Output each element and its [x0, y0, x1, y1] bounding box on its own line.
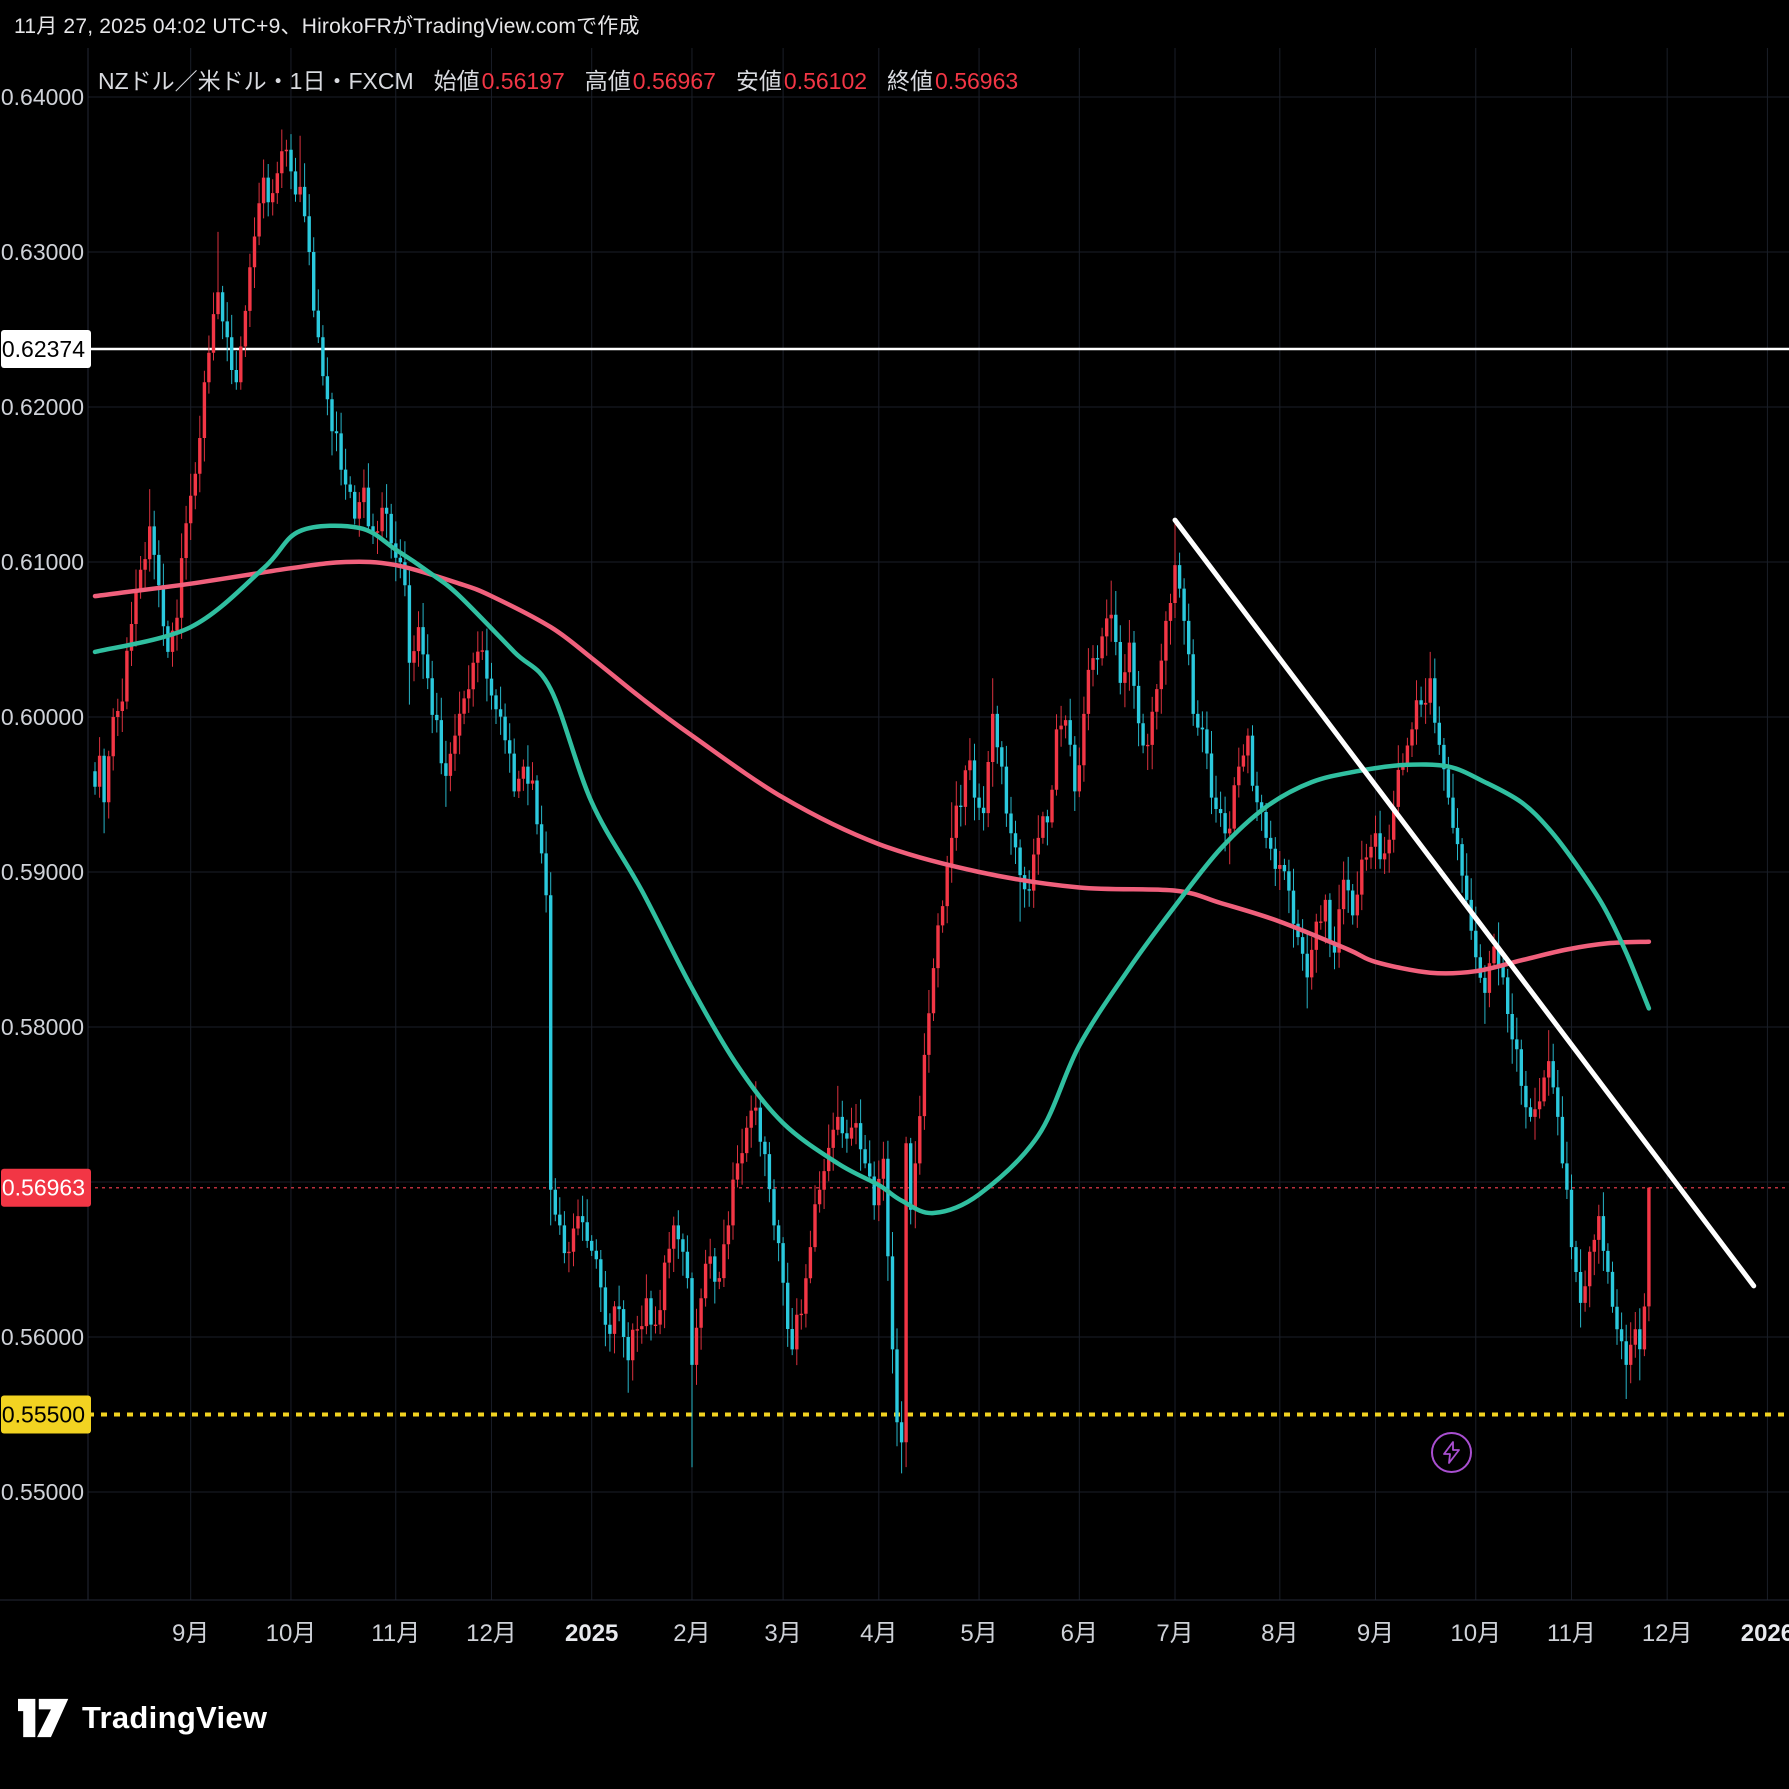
- legend-high: 高値 0.56967: [584, 68, 716, 94]
- x-axis-label: 3月: [764, 1620, 801, 1647]
- y-axis: 0.64000 0.63000 0.62000 0.61000 0.60000 0.590…: [1, 84, 91, 1505]
- up-wicks: [99, 129, 1650, 1468]
- legend-open: 始値 0.56197: [433, 68, 565, 94]
- down-bodies: [93, 149, 1642, 1443]
- descending-trendline[interactable]: [1172, 517, 1757, 1289]
- price-badge-label: 0.55500: [2, 1402, 85, 1428]
- y-axis-label: 0.62000: [1, 394, 84, 420]
- x-axis-label: 6月: [1061, 1620, 1098, 1647]
- x-axis-label: 12月: [466, 1620, 517, 1647]
- moving-averages: [92, 523, 1652, 1216]
- tradingview-logo-text: TradingView: [82, 1700, 268, 1735]
- price-badge: [1, 330, 91, 369]
- x-axis-label: 5月: [960, 1620, 997, 1647]
- y-axis-label: 0.64000: [1, 84, 84, 110]
- y-axis-label: 0.59000: [1, 859, 84, 885]
- legend-close: 終値 0.56963: [887, 68, 1019, 94]
- price-badge-label: 0.62374: [2, 336, 85, 362]
- price-badge-label: 0.56963: [2, 1175, 85, 1201]
- y-axis-label: 0.61000: [1, 549, 84, 575]
- x-axis-label: 4月: [860, 1620, 897, 1647]
- x-axis-label: 2月: [673, 1620, 710, 1647]
- x-axis-label: 10月: [1450, 1620, 1501, 1647]
- ma-slow-line: [92, 559, 1652, 976]
- flash-icon[interactable]: [1431, 1432, 1472, 1473]
- x-axis-label: 7月: [1156, 1620, 1193, 1647]
- y-axis-label: 0.60000: [1, 704, 84, 730]
- x-axis-label: 10月: [266, 1620, 317, 1647]
- grid-lines: [0, 48, 1789, 1601]
- tradingview-logo-icon: [18, 1698, 69, 1738]
- lightning-bolt: [1443, 1441, 1460, 1464]
- tradingview-logo[interactable]: TradingView: [18, 1698, 267, 1738]
- price-badge: [1, 1168, 91, 1207]
- y-axis-label: 0.63000: [1, 239, 84, 265]
- price-levels: [88, 347, 1789, 1417]
- up-bodies: [97, 149, 1651, 1443]
- y-axis-label: 0.55000: [1, 1479, 84, 1505]
- symbol-title: NZドル／米ドル・1日・FXCM: [98, 68, 414, 94]
- x-axis-label: 2026: [1741, 1620, 1789, 1647]
- chart-legend[interactable]: NZドル／米ドル・1日・FXCM 始値 0.56197 高値 0.56967 安値 0…: [98, 62, 1018, 96]
- y-axis-label: 0.58000: [1, 1014, 84, 1040]
- x-axis-label: 2025: [565, 1620, 618, 1647]
- export-timestamp: 11月 27, 2025 04:02 UTC+9、HirokoFRがTradin…: [14, 15, 640, 38]
- down-wicks: [94, 134, 1641, 1474]
- x-axis-label: 9月: [1357, 1620, 1394, 1647]
- x-axis: 9月 10月 11月 12月 2025 2月 3月 4月 5月 6月 7月 8月 9月 10月 11月 12月…: [172, 1620, 1789, 1647]
- x-axis-label: 11月: [1547, 1620, 1596, 1647]
- x-axis-label: 11月: [371, 1620, 420, 1647]
- ma-fast-line: [92, 523, 1652, 1216]
- candles: [93, 129, 1651, 1474]
- price-badge: [1, 1395, 91, 1434]
- y-axis-label: 0.56000: [1, 1324, 84, 1350]
- legend-low: 安値 0.56102: [735, 68, 868, 94]
- x-axis-label: 9月: [172, 1620, 209, 1647]
- x-axis-label: 12月: [1642, 1620, 1693, 1647]
- x-axis-label: 8月: [1261, 1620, 1298, 1647]
